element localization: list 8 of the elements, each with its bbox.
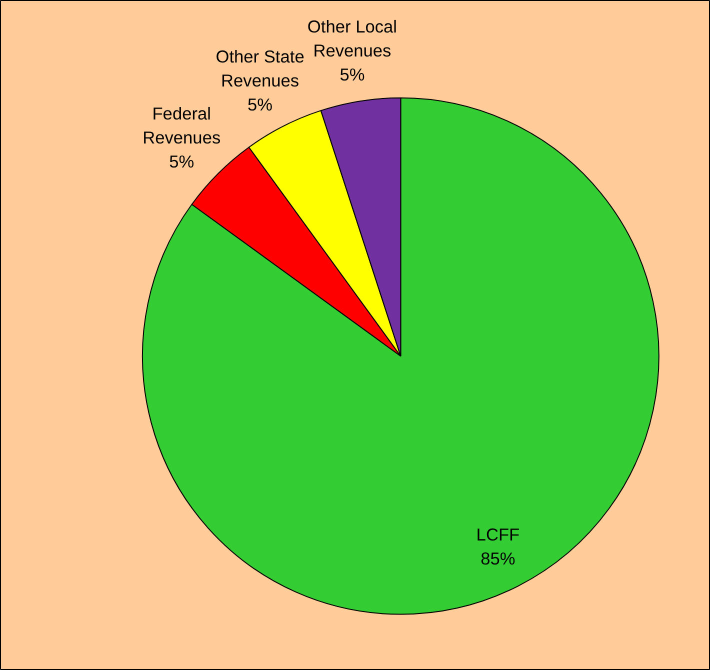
data-label: 5% xyxy=(169,151,194,172)
slice-label: Other State Revenues xyxy=(216,46,304,91)
data-label: 5% xyxy=(340,64,365,85)
data-label: 85% xyxy=(480,548,516,569)
slice-label: Federal Revenues xyxy=(142,103,221,148)
slice-label: Other Local Revenues xyxy=(307,16,398,61)
data-label: 5% xyxy=(248,94,273,115)
slice-label: LCFF xyxy=(476,524,520,545)
